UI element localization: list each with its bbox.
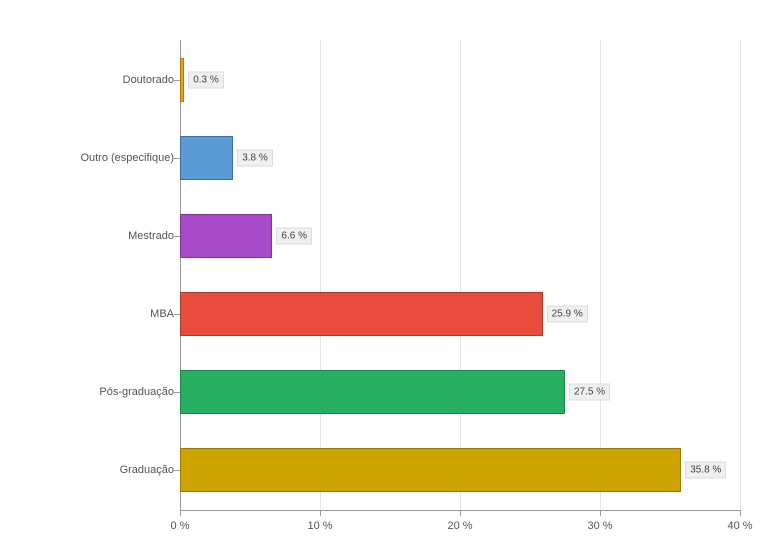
x-tick-label: 30 %	[580, 520, 620, 532]
category-label: Outro (especifique)	[6, 152, 180, 164]
x-tick	[320, 510, 321, 516]
x-tick	[740, 510, 741, 516]
x-tick-label: 20 %	[440, 520, 480, 532]
value-label: 6.6 %	[276, 228, 312, 245]
value-label: 0.3 %	[188, 72, 224, 89]
chart-container: 0 % 10 % 20 % 30 % 40 % Doutorado 0.3 % Outro (…	[0, 0, 771, 559]
category-label: Pós-graduação	[6, 386, 180, 398]
x-tick-label: 0 %	[160, 520, 200, 532]
plot-area: 0 %10 %20 %30 %40 %Doutorado0.3 %Outro (…	[180, 40, 740, 510]
bar	[180, 214, 272, 258]
value-label: 27.5 %	[569, 384, 610, 401]
bar	[180, 292, 543, 336]
x-tick	[600, 510, 601, 516]
bar	[180, 58, 184, 102]
x-tick-label: 40 %	[720, 520, 760, 532]
gridline	[740, 40, 741, 510]
value-label: 25.9 %	[547, 306, 588, 323]
category-label: Doutorado	[6, 74, 180, 86]
bar	[180, 370, 565, 414]
category-label: Mestrado	[6, 230, 180, 242]
gridline	[320, 40, 321, 510]
value-label: 3.8 %	[237, 150, 273, 167]
value-label: 35.8 %	[685, 462, 726, 479]
gridline	[460, 40, 461, 510]
x-tick	[460, 510, 461, 516]
x-tick-label: 10 %	[300, 520, 340, 532]
category-label: Graduação	[6, 464, 180, 476]
bar	[180, 448, 681, 492]
bar	[180, 136, 233, 180]
category-label: MBA	[6, 308, 180, 320]
x-tick	[180, 510, 181, 516]
gridline	[600, 40, 601, 510]
